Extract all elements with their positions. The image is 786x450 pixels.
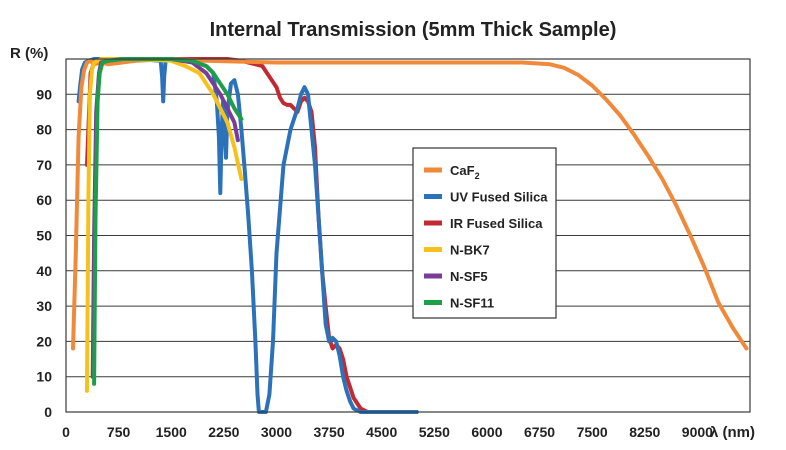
- x-tick-label: 6750: [524, 424, 555, 440]
- legend-box: [412, 147, 557, 319]
- series-line-uv-fused-silica: [76, 57, 419, 414]
- legend-label-ir-fused-silica: IR Fused Silica: [450, 216, 543, 231]
- x-tick-label: 5250: [419, 424, 450, 440]
- y-tick-label: 90: [36, 86, 52, 102]
- y-tick-label: 30: [36, 298, 52, 314]
- x-tick-label: 6000: [471, 424, 502, 440]
- y-tick-label: 20: [36, 333, 52, 349]
- x-tick-label: 3000: [261, 424, 292, 440]
- x-tick-label: 7500: [577, 424, 608, 440]
- y-tick-label: 60: [36, 192, 52, 208]
- y-tick-label: 70: [36, 157, 52, 173]
- y-tick-label: 0: [44, 404, 52, 420]
- y-tick-label: 10: [36, 369, 52, 385]
- legend-label-n-sf5: N-SF5: [450, 269, 488, 284]
- y-tick-label: 40: [36, 263, 52, 279]
- x-tick-label: 0: [62, 424, 70, 440]
- y-axis-label: R (%): [10, 45, 48, 62]
- x-tick-label: 750: [107, 424, 131, 440]
- x-tick-label: 9000: [682, 424, 713, 440]
- axis-ticks: 0 10 20 30 40 50 60 70 80 90 0 750 1500 2250 3000 3750 4…: [36, 86, 713, 440]
- plot-frame: [65, 58, 751, 413]
- chart-title: Internal Transmission (5mm Thick Sample): [210, 19, 617, 41]
- x-tick-label: 2250: [208, 424, 239, 440]
- x-tick-label: 1500: [156, 424, 187, 440]
- grid: [66, 93, 750, 378]
- legend: CaF2 UV Fused Silica IR Fused Silica N-BK7 N…: [412, 147, 557, 319]
- legend-label-n-bk7: N-BK7: [450, 243, 490, 258]
- legend-label-n-sf11: N-SF11: [450, 296, 494, 311]
- legend-label-uv-fused-silica: UV Fused Silica: [450, 190, 548, 205]
- legend-label-caf2: CaF2: [450, 163, 480, 181]
- x-axis-label: λ (nm): [710, 424, 755, 441]
- x-tick-label: 8250: [629, 424, 660, 440]
- y-tick-label: 50: [36, 228, 52, 244]
- x-tick-label: 3750: [313, 424, 344, 440]
- x-tick-label: 4500: [366, 424, 397, 440]
- series-line-caf2: [71, 57, 749, 351]
- y-tick-label: 80: [36, 122, 52, 138]
- legend-label-subscript: 2: [475, 171, 480, 181]
- legend-label-main: CaF: [450, 163, 475, 178]
